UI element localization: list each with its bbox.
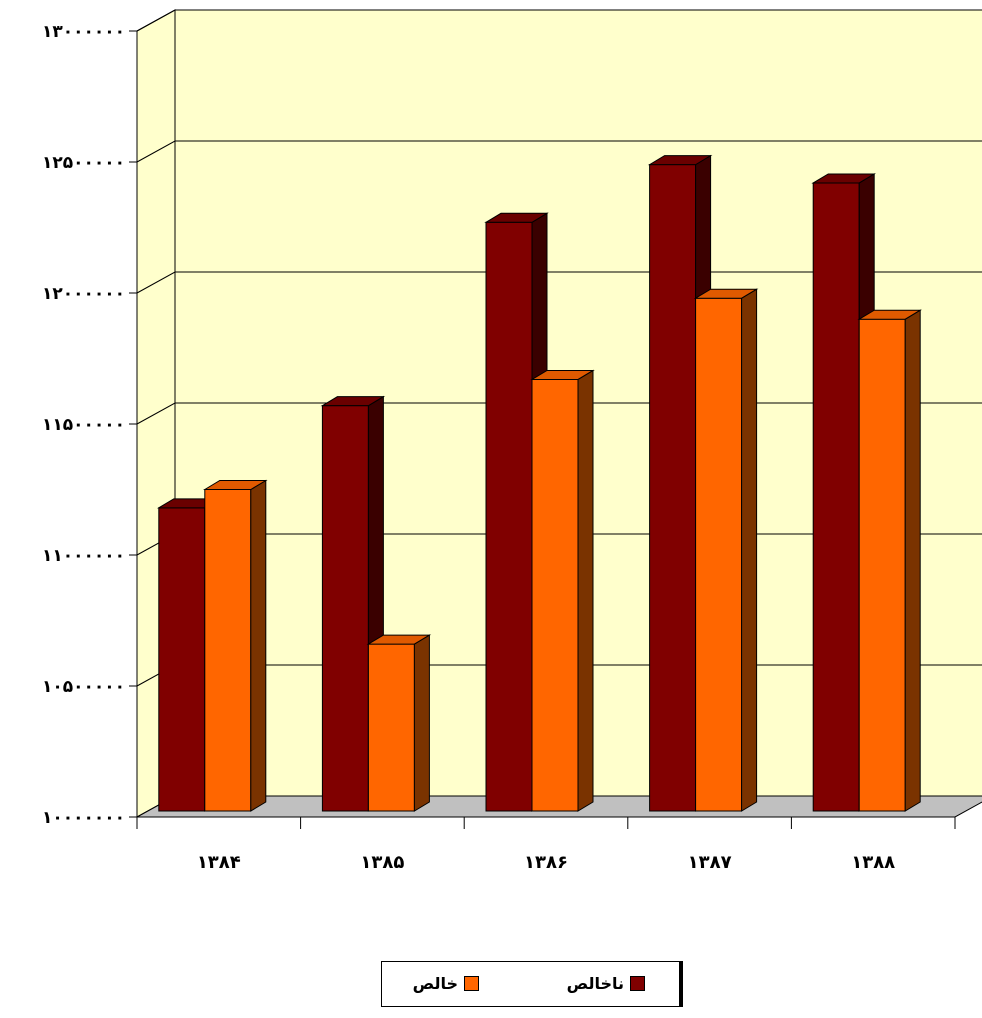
bar-net-3 bbox=[530, 369, 595, 812]
bar-front bbox=[158, 507, 206, 812]
bar-gross-2 bbox=[320, 395, 386, 812]
x-tick-label: ۱۳۸۸ bbox=[851, 852, 895, 873]
bar-front bbox=[321, 405, 369, 812]
bar-top bbox=[693, 288, 759, 299]
bar-top bbox=[320, 396, 386, 407]
x-tick-label: ۱۳۸۵ bbox=[360, 852, 404, 873]
bar-front bbox=[649, 164, 697, 812]
legend-label-series-1: ناخالص bbox=[566, 974, 624, 993]
bar-net-1 bbox=[202, 479, 268, 812]
x-tick-label: ۱۳۸۷ bbox=[688, 852, 732, 873]
bar-top bbox=[366, 634, 432, 645]
bar-side bbox=[413, 634, 430, 812]
legend-label-series-2: خالص bbox=[412, 974, 458, 993]
bar-front bbox=[204, 489, 252, 812]
bar-net-5 bbox=[857, 309, 923, 812]
legend-swatch-series-2 bbox=[464, 976, 479, 991]
bar-net-2 bbox=[366, 634, 432, 812]
y-tick-label: ۱۱۵۰۰۰۰۰ bbox=[42, 415, 125, 435]
gridline bbox=[136, 9, 982, 32]
bar-top bbox=[202, 480, 268, 490]
y-tick-label: ۱۰۵۰۰۰۰۰ bbox=[42, 677, 125, 697]
bar-top bbox=[647, 155, 713, 166]
legend-item-series-1: ناخالص bbox=[567, 974, 645, 993]
gridline bbox=[136, 140, 982, 163]
y-tick-label: ۱۳۰۰۰۰۰۰ bbox=[42, 22, 125, 42]
legend-swatch-series-1 bbox=[630, 976, 645, 991]
x-tick-label: ۱۳۸۴ bbox=[197, 852, 241, 873]
bar-side bbox=[904, 309, 921, 812]
bar-top bbox=[484, 212, 549, 223]
y-tick-label: ۱۲۰۰۰۰۰۰ bbox=[42, 284, 125, 304]
axes bbox=[129, 30, 956, 829]
y-tick-label: ۱۰۰۰۰۰۰۰ bbox=[42, 808, 125, 828]
bar-front bbox=[695, 297, 743, 812]
bar-front bbox=[531, 378, 579, 812]
bar-side bbox=[250, 479, 267, 812]
x-tick-label: ۱۳۸۶ bbox=[524, 852, 568, 873]
bar-front bbox=[812, 182, 860, 812]
bar-side bbox=[741, 288, 758, 812]
bars bbox=[156, 154, 923, 812]
y-tick-label: ۱۱۰۰۰۰۰۰ bbox=[42, 546, 125, 566]
bar-side bbox=[577, 369, 594, 812]
gridline bbox=[136, 271, 982, 294]
y-tick-label: ۱۲۵۰۰۰۰۰ bbox=[42, 153, 125, 173]
bar-front bbox=[858, 318, 906, 812]
bar-front bbox=[485, 221, 533, 812]
legend-item-series-2: خالص bbox=[413, 974, 479, 993]
axis-labels: ۱۰۰۰۰۰۰۰ ۱۰۵۰۰۰۰۰ ۱۱۰۰۰۰۰۰ ۱۱۵۰۰۰۰۰ ۱۲۰۰۰۰۰۰… bbox=[42, 22, 895, 873]
bar-front bbox=[367, 643, 415, 812]
legend: ناخالص خالص bbox=[381, 961, 683, 1007]
bar-top bbox=[811, 173, 877, 184]
bar-net-4 bbox=[693, 288, 759, 812]
bar-top bbox=[857, 309, 923, 320]
bar-top bbox=[530, 369, 595, 380]
